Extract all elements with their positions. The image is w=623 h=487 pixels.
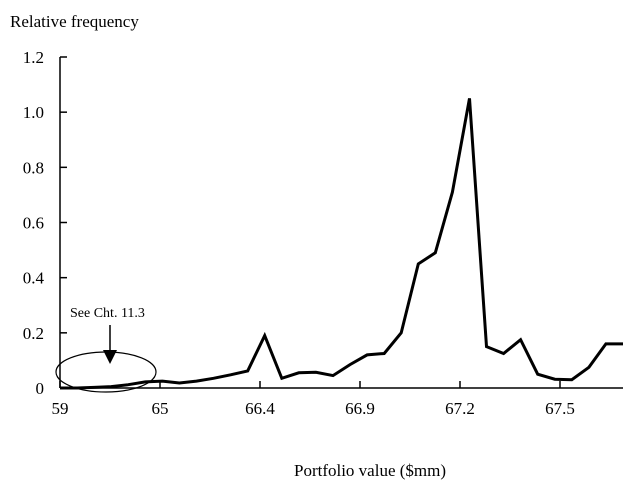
y-tick-label: 0.4: [23, 269, 45, 288]
y-tick-label: 0.8: [23, 158, 44, 177]
annotation-text: See Cht. 11.3: [70, 306, 145, 321]
x-axis-title: Portfolio value ($mm): [294, 461, 446, 480]
x-tick-label: 59: [52, 399, 69, 418]
x-tick-label: 66.9: [345, 399, 375, 418]
annotation: See Cht. 11.3: [55, 306, 157, 393]
x-tick-label: 65: [152, 399, 169, 418]
y-tick-label: 1.0: [23, 103, 44, 122]
y-tick-label: 0.2: [23, 324, 44, 343]
y-tick-label: 1.2: [23, 48, 44, 67]
annotation-arrow-head: [103, 350, 117, 364]
x-tick-label: 66.4: [245, 399, 275, 418]
series-line: [60, 98, 623, 390]
y-tick-label: 0: [36, 379, 45, 398]
y-axis-title: Relative frequency: [10, 12, 139, 31]
y-tick-label: 0.6: [23, 214, 44, 233]
x-tick-label: 67.5: [545, 399, 575, 418]
x-tick-label: 67.2: [445, 399, 475, 418]
annotation-ellipse: [55, 351, 157, 393]
